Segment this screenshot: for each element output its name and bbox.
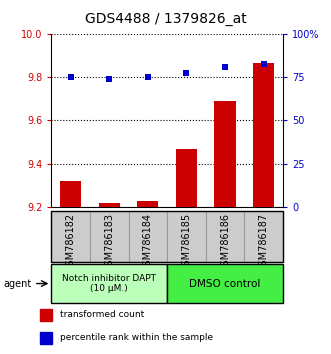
Text: GSM786185: GSM786185 <box>181 213 191 272</box>
Bar <box>40 309 52 321</box>
Bar <box>214 101 236 207</box>
Point <box>184 70 189 75</box>
Point <box>68 74 73 80</box>
Text: agent: agent <box>3 279 31 289</box>
Bar <box>128 211 167 262</box>
Bar <box>244 211 283 262</box>
Text: percentile rank within the sample: percentile rank within the sample <box>60 333 213 342</box>
Point <box>261 61 266 67</box>
Bar <box>51 264 167 303</box>
Text: Notch inhibitor DAPT
(10 μM.): Notch inhibitor DAPT (10 μM.) <box>62 274 156 293</box>
Bar <box>167 211 206 262</box>
Bar <box>137 201 159 207</box>
Bar <box>176 149 197 207</box>
Bar <box>99 203 120 207</box>
Point <box>145 74 151 80</box>
Bar <box>90 211 128 262</box>
Text: transformed count: transformed count <box>60 310 144 319</box>
Point <box>107 76 112 81</box>
Text: GSM786187: GSM786187 <box>259 213 269 272</box>
Text: DMSO control: DMSO control <box>189 279 261 289</box>
Point <box>222 65 228 70</box>
Bar <box>60 181 81 207</box>
Text: GDS4488 / 1379826_at: GDS4488 / 1379826_at <box>85 12 246 27</box>
Bar <box>253 63 274 207</box>
Text: GSM786183: GSM786183 <box>104 213 114 272</box>
Bar <box>206 211 244 262</box>
Text: GSM786184: GSM786184 <box>143 213 153 272</box>
Bar <box>40 332 52 343</box>
Bar <box>167 264 283 303</box>
Bar <box>51 211 90 262</box>
Text: GSM786182: GSM786182 <box>66 213 75 272</box>
Text: GSM786186: GSM786186 <box>220 213 230 272</box>
